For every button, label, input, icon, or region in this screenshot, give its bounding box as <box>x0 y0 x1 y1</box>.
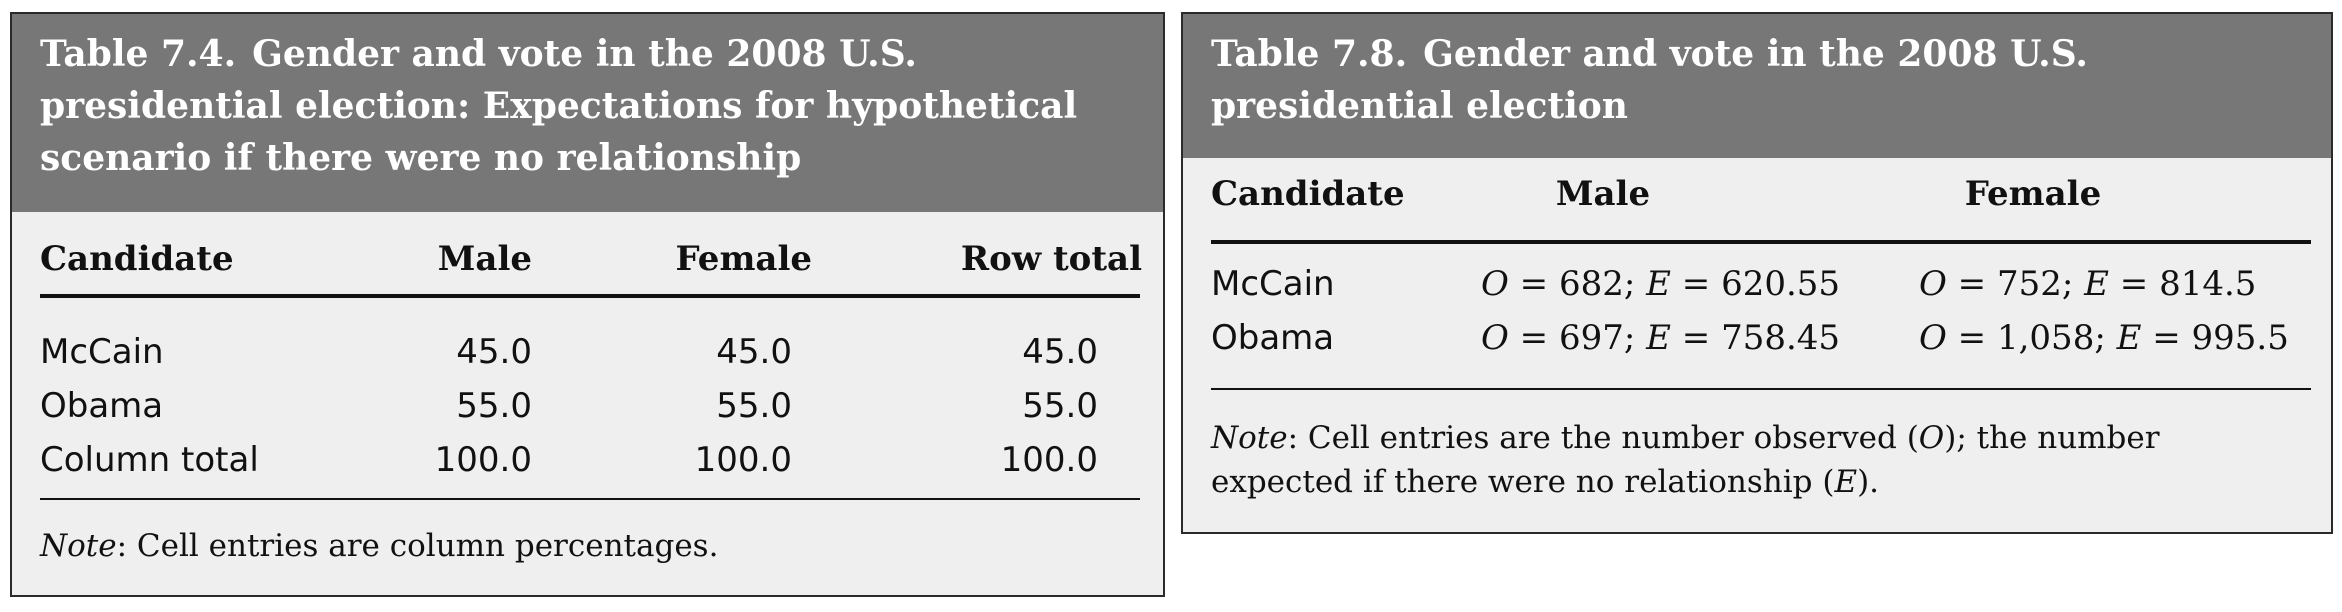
cell-mccain-male: 45.0 <box>456 332 532 372</box>
expected-value: 758.45 <box>1721 318 1841 358</box>
column-header-candidate: Candidate <box>40 239 234 279</box>
table-7-4: Table 7.4. Gender and vote in the 2008 U.… <box>10 12 1165 597</box>
observed-symbol: O <box>1919 318 1947 358</box>
row-label-column-total: Column total <box>40 440 259 480</box>
column-header-male: Male <box>437 239 532 279</box>
column-header-row-total: Row total <box>960 239 1142 279</box>
header-rule <box>40 294 1140 298</box>
observed-value: 752 <box>1996 264 2062 304</box>
expected-symbol: E <box>1834 464 1858 500</box>
table-title: Gender and vote in the 2008 U.S. preside… <box>1211 33 2088 127</box>
row-label-mccain: McCain <box>1211 264 1335 304</box>
table-number: Table 7.4. <box>40 33 237 75</box>
table-7-8: Table 7.8. Gender and vote in the 2008 U.… <box>1181 12 2333 534</box>
column-header-female: Female <box>1964 174 2102 214</box>
bottom-rule <box>1211 388 2311 390</box>
cell-column-total-female: 100.0 <box>694 440 792 480</box>
observed-symbol: O <box>1918 420 1945 456</box>
header-rule <box>1211 240 2311 244</box>
cell-mccain-row-total: 45.0 <box>1022 332 1098 372</box>
row-label-mccain: McCain <box>40 332 164 372</box>
table-number: Table 7.8. <box>1211 33 1408 75</box>
expected-symbol: E <box>1646 318 1671 358</box>
cell-column-total-male: 100.0 <box>434 440 532 480</box>
table-note: Note: Cell entries are column percentage… <box>40 524 718 568</box>
column-header-female: Female <box>675 239 812 279</box>
cell-mccain-female: 45.0 <box>716 332 792 372</box>
observed-value: 697 <box>1558 318 1624 358</box>
expected-value: 620.55 <box>1721 264 1841 304</box>
cell-mccain-female: O = 752; E = 814.5 <box>1919 264 2257 304</box>
cell-obama-male: O = 697; E = 758.45 <box>1481 318 1841 358</box>
observed-symbol: O <box>1481 264 1509 304</box>
observed-symbol: O <box>1481 318 1509 358</box>
row-label-obama: Obama <box>40 386 164 426</box>
note-label: Note <box>1211 420 1288 456</box>
table-title-bar: Table 7.4. Gender and vote in the 2008 U.… <box>12 14 1163 212</box>
column-header-candidate: Candidate <box>1211 174 1405 214</box>
table-title-bar: Table 7.8. Gender and vote in the 2008 U.… <box>1183 14 2331 158</box>
note-text: : Cell entries are column percentages. <box>116 528 719 564</box>
table-title: Gender and vote in the 2008 U.S. preside… <box>40 33 1078 179</box>
expected-value: 995.5 <box>2191 318 2289 358</box>
row-label-obama: Obama <box>1211 318 1335 358</box>
cell-mccain-male: O = 682; E = 620.55 <box>1481 264 1841 304</box>
observed-value: 682 <box>1558 264 1624 304</box>
observed-symbol: O <box>1919 264 1947 304</box>
cell-obama-row-total: 55.0 <box>1022 386 1098 426</box>
note-text-part: ). <box>1857 464 1880 500</box>
table-note: Note: Cell entries are the number observ… <box>1211 416 2311 504</box>
observed-value: 1,058 <box>1996 318 2095 358</box>
column-header-male: Male <box>1555 174 1651 214</box>
note-text-part: : Cell entries are the number observed ( <box>1287 420 1919 456</box>
bottom-rule <box>40 498 1140 500</box>
note-text-part: ); the number expected if there were no … <box>1211 420 2160 500</box>
expected-symbol: E <box>1646 264 1671 304</box>
cell-obama-male: 55.0 <box>456 386 532 426</box>
expected-value: 814.5 <box>2159 264 2257 304</box>
cell-column-total-row-total: 100.0 <box>1000 440 1098 480</box>
note-label: Note <box>40 528 117 564</box>
cell-obama-female: O = 1,058; E = 995.5 <box>1919 318 2289 358</box>
cell-obama-female: 55.0 <box>716 386 792 426</box>
expected-symbol: E <box>2116 318 2142 358</box>
expected-symbol: E <box>2084 264 2109 304</box>
